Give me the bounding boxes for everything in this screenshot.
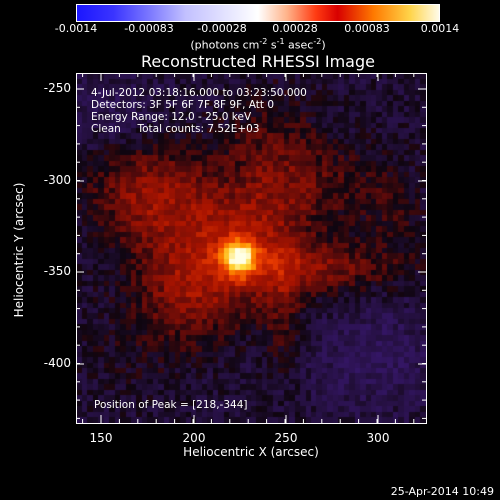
plot-area: 4-Jul-2012 03:18:16.000 to 03:23:50.000 … bbox=[76, 73, 427, 424]
energy-range-annotation: Energy Range: 12.0 - 25.0 keV bbox=[91, 111, 252, 123]
y-tick-label: -350 bbox=[43, 264, 71, 278]
colorbar-units: (photons cm-2 s-1 asec-2) bbox=[190, 37, 326, 52]
detectors-annotation: Detectors: 3F 5F 6F 7F 8F 9F, Att 0 bbox=[91, 99, 275, 111]
colorbar-tick: -0.00028 bbox=[197, 22, 247, 35]
colorbar bbox=[76, 4, 440, 22]
y-axis-label: Heliocentric Y (arcsec) bbox=[12, 182, 26, 318]
x-tick-label: 300 bbox=[366, 431, 390, 445]
y-tick-label: -400 bbox=[43, 356, 71, 370]
y-tick-label: -250 bbox=[43, 81, 71, 95]
peak-position-annotation: Position of Peak = [218,-344] bbox=[94, 399, 248, 411]
x-tick-label: 150 bbox=[89, 431, 113, 445]
colorbar-tick: 0.00083 bbox=[344, 22, 390, 35]
timestamp-footer: 25-Apr-2014 10:49 bbox=[390, 485, 494, 498]
colorbar-tick: -0.00083 bbox=[124, 22, 174, 35]
plot-title: Reconstructed RHESSI Image bbox=[141, 52, 375, 71]
clean-counts-annotation: Clean Total counts: 7.52E+03 bbox=[91, 123, 260, 135]
x-tick-label: 200 bbox=[182, 431, 206, 445]
x-axis-label: Heliocentric X (arcsec) bbox=[183, 445, 319, 459]
y-tick-label: -300 bbox=[43, 173, 71, 187]
colorbar-tick: 0.00028 bbox=[272, 22, 318, 35]
time-range-annotation: 4-Jul-2012 03:18:16.000 to 03:23:50.000 bbox=[91, 87, 307, 99]
colorbar-tick: 0.0014 bbox=[420, 22, 460, 35]
x-tick-label: 250 bbox=[274, 431, 298, 445]
colorbar-gradient bbox=[76, 4, 440, 22]
colorbar-tick: -0.0014 bbox=[54, 22, 98, 35]
solar-image-heatmap bbox=[77, 74, 426, 423]
